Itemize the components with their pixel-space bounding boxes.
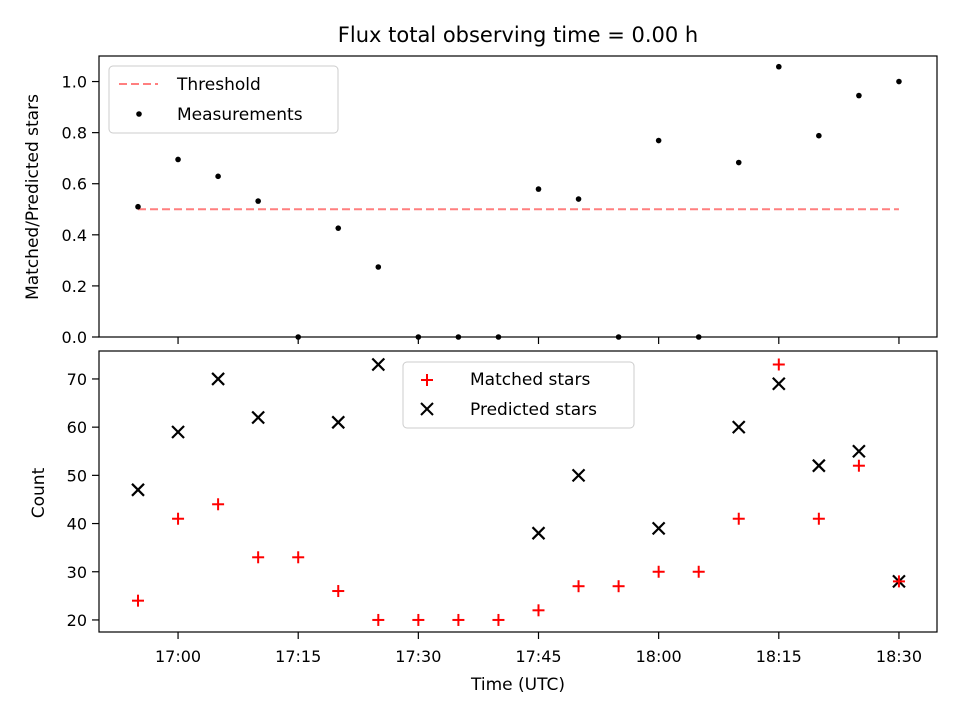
predicted-star-point: [331, 415, 346, 430]
top-y-tick-label: 0.8: [62, 124, 87, 143]
measurement-point: [455, 334, 462, 340]
x-tick-label: 18:15: [756, 647, 802, 666]
matched-star-point: [892, 575, 905, 588]
measurement-points: [135, 63, 902, 340]
legend-measurements-swatch: [136, 111, 142, 117]
measurement-point: [695, 334, 702, 340]
matched-star-point: [172, 512, 185, 525]
predicted-star-point: [852, 444, 866, 459]
top-axes: 0.0 0.2 0.4 0.6 0.8 1.0 Matched/Predicted sta…: [23, 55, 938, 347]
measurement-point: [415, 334, 422, 340]
matched-star-point: [772, 358, 785, 371]
predicted-star-point: [531, 526, 546, 540]
predicted-star-point: [731, 420, 746, 434]
measurement-point: [575, 196, 582, 202]
predicted-star-point: [251, 410, 265, 425]
measurement-point: [735, 159, 742, 166]
matched-star-point: [652, 565, 665, 578]
chart-title: Flux total observing time = 0.00 h: [338, 23, 698, 47]
legend-predicted-swatch: [420, 402, 434, 416]
x-tick-label: 17:30: [395, 647, 441, 666]
matched-star-point: [212, 498, 225, 511]
matched-star-point: [532, 604, 545, 617]
measurement-point: [255, 198, 261, 204]
bottom-axes: 20 30 40 50 60 70 17:00 17:15 17:30 17:45 18:00 18…: [29, 350, 938, 695]
legend-matched-swatch: [421, 374, 433, 386]
matched-star-point: [252, 551, 265, 564]
bottom-legend: Matched stars Predicted stars: [402, 361, 635, 429]
bottom-y-tick-label: 60: [67, 418, 87, 437]
top-axes-frame: [98, 55, 938, 338]
legend-measurements-label: Measurements: [177, 105, 303, 125]
top-y-tick-label: 1.0: [62, 73, 87, 92]
top-y-tick-label: 0.4: [62, 226, 87, 245]
measurement-point: [776, 63, 782, 70]
x-axis-label: Time (UTC): [470, 675, 565, 695]
bottom-y-tick-label: 20: [67, 611, 87, 630]
x-tick-label: 17:45: [515, 647, 561, 666]
measurement-point: [335, 225, 342, 231]
bottom-y-tick-label: 30: [67, 563, 87, 582]
legend-matched-label: Matched stars: [470, 370, 590, 390]
bottom-y-ticks: 20 30 40 50 60 70: [67, 370, 99, 630]
matched-star-point: [612, 580, 625, 593]
bottom-axes-frame: [98, 350, 938, 633]
matched-star-point: [692, 565, 705, 578]
predicted-star-point: [131, 483, 145, 497]
legend-predicted-label: Predicted stars: [470, 400, 597, 420]
measurement-point: [295, 334, 302, 340]
top-y-tick-label: 0.2: [62, 277, 87, 296]
measurement-point: [856, 92, 862, 99]
predicted-star-point: [371, 357, 386, 372]
predicted-star-point: [772, 376, 786, 391]
count-points: [131, 357, 906, 626]
matched-star-point: [292, 551, 305, 564]
top-y-axis-label: Matched/Predicted stars: [23, 94, 43, 300]
x-tick-label: 18:00: [636, 647, 682, 666]
matched-star-point: [852, 459, 865, 472]
measurement-point: [175, 156, 181, 163]
measurement-point: [816, 132, 822, 139]
predicted-star-point: [571, 468, 586, 483]
measurement-point: [655, 137, 662, 144]
legend-threshold-label: Threshold: [176, 75, 261, 95]
matched-star-point: [132, 594, 144, 607]
measurement-point: [135, 203, 141, 210]
predicted-star-point: [812, 458, 826, 473]
matched-star-point: [332, 585, 345, 598]
x-tick-label: 17:00: [155, 647, 201, 666]
predicted-star-point: [651, 521, 666, 536]
top-legend: Threshold Measurements: [108, 65, 339, 134]
x-tick-label: 18:30: [876, 647, 922, 666]
top-y-tick-label: 0.6: [62, 175, 87, 194]
measurement-point: [535, 186, 542, 192]
matched-star-point: [812, 512, 825, 525]
top-y-ticks: 0.0 0.2 0.4 0.6 0.8 1.0: [62, 73, 99, 347]
bottom-y-tick-label: 70: [67, 370, 87, 389]
predicted-star-point: [211, 372, 225, 386]
matched-star-point: [492, 613, 505, 626]
bottom-x-ticks: 17:00 17:15 17:30 17:45 18:00 18:15 18:30: [155, 632, 922, 666]
measurement-point: [896, 78, 902, 85]
predicted-star-point: [171, 425, 185, 439]
measurement-point: [215, 173, 221, 180]
bottom-y-axis-label: Count: [29, 467, 49, 518]
top-legend-box: [108, 65, 339, 134]
matched-star-point: [412, 613, 425, 626]
measurement-point: [615, 334, 622, 340]
top-y-tick-label: 0.0: [62, 328, 87, 347]
matched-star-point: [732, 512, 745, 525]
matched-star-point: [572, 580, 585, 593]
matched-star-point: [372, 613, 385, 626]
matched-star-point: [452, 613, 465, 626]
bottom-y-tick-label: 50: [67, 466, 87, 485]
bottom-legend-box: [402, 361, 635, 429]
bottom-y-tick-label: 40: [67, 515, 87, 534]
x-tick-label: 17:15: [275, 647, 321, 666]
measurement-point: [495, 334, 502, 340]
measurement-point: [375, 264, 382, 270]
